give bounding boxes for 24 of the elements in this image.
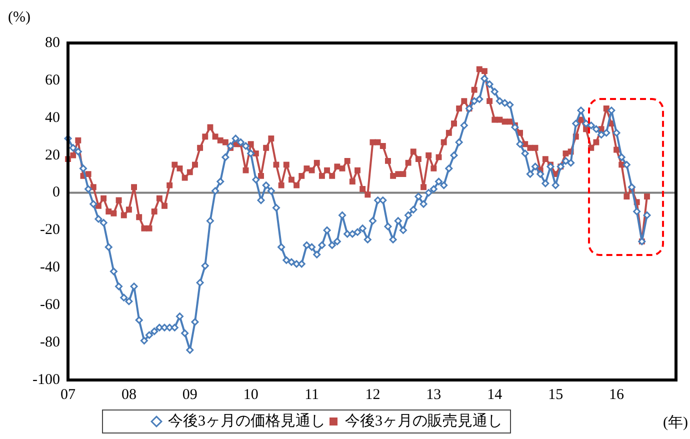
- x-tick-label: 12: [365, 386, 380, 403]
- x-tick-label: 10: [243, 386, 258, 403]
- y-tick-label: -60: [40, 297, 60, 314]
- x-tick-label: 07: [60, 386, 76, 403]
- y-tick-label: -80: [40, 334, 60, 350]
- y-tick-label: 60: [45, 72, 60, 88]
- x-tick-label: 08: [121, 386, 136, 403]
- legend-label: 今後3ヶ月の価格見通し: [168, 412, 326, 430]
- y-tick-label: 20: [45, 147, 60, 164]
- legend-label: 今後3ヶ月の販売見通し: [345, 412, 502, 430]
- x-tick-label: 14: [487, 386, 503, 403]
- y-tick-label: 0: [52, 184, 60, 201]
- x-tick-label: 16: [609, 386, 625, 403]
- y-tick-label: -20: [40, 222, 60, 238]
- y-tick-label: -40: [40, 260, 60, 276]
- x-tick-label: 15: [548, 386, 564, 403]
- x-tick-label: 13: [426, 386, 442, 403]
- x-tick-label: 11: [304, 386, 320, 403]
- y-axis-title: (%): [8, 9, 30, 26]
- y-tick-label: 40: [45, 110, 60, 126]
- y-tick-label: -100: [32, 372, 60, 388]
- x-axis-title: (年): [663, 414, 688, 431]
- y-tick-label: 80: [45, 34, 60, 51]
- x-tick-label: 09: [182, 386, 198, 403]
